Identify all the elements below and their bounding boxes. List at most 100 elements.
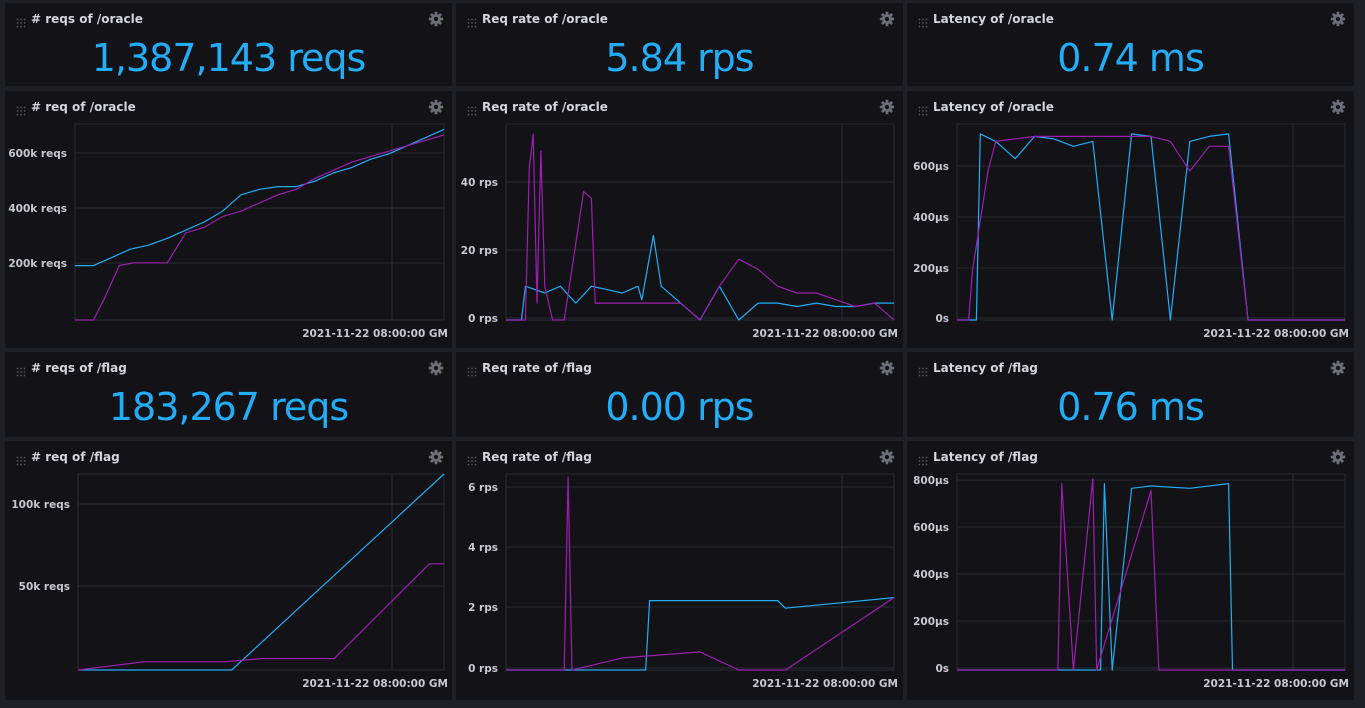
x-axis-label: 2021-11-22 08:00:00 GM: [1203, 328, 1349, 340]
y-tick-label: 200k reqs: [8, 258, 67, 270]
stat-value: 0.74 ms: [1057, 36, 1205, 80]
gear-icon[interactable]: [879, 11, 895, 27]
stat-panel-oracle-reqs: # reqs of /oracle 1,387,143 reqs: [5, 3, 452, 86]
panel-title: Req rate of /flag: [482, 450, 592, 464]
panel-title: # req of /flag: [31, 450, 120, 464]
gear-icon[interactable]: [1330, 449, 1346, 465]
y-tick-label: 100k reqs: [11, 499, 70, 511]
panel-title: Latency of /flag: [933, 450, 1038, 464]
gear-icon[interactable]: [1330, 11, 1346, 27]
y-tick-label: 0 rps: [468, 663, 498, 675]
x-axis-label: 2021-11-22 08:00:00 GM: [302, 328, 448, 340]
drag-handle-icon[interactable]: [918, 451, 928, 466]
stat-value: 5.84 rps: [605, 36, 754, 80]
stat-panel-oracle-latency: Latency of /oracle 0.74 ms: [907, 3, 1354, 86]
stat-panel-flag-rate: Req rate of /flag 0.00 rps: [456, 352, 903, 437]
line-chart: 600µs 400µs 200µs 0s 2021-11-22 08:00:00 GM: [913, 123, 1349, 340]
y-tick-label: 400µs: [913, 212, 949, 224]
plot-frame: [956, 473, 1346, 671]
y-tick-label: 600µs: [913, 522, 949, 534]
stat-value: 0.00 rps: [605, 385, 754, 429]
y-tick-label: 40 rps: [461, 177, 498, 189]
panel-title: # reqs of /flag: [31, 361, 127, 375]
y-tick-label: 200µs: [913, 263, 949, 275]
drag-handle-icon[interactable]: [16, 451, 26, 466]
drag-handle-icon[interactable]: [918, 13, 928, 28]
drag-handle-icon[interactable]: [16, 101, 26, 116]
gear-icon[interactable]: [428, 360, 444, 376]
panel-title: Req rate of /flag: [482, 361, 592, 375]
gear-icon[interactable]: [428, 11, 444, 27]
line-chart: 40 rps 20 rps 0 rps 2021-11-22 08:00:00 GM: [461, 123, 898, 340]
x-axis-label: 2021-11-22 08:00:00 GM: [302, 678, 448, 690]
series-line-1: [506, 234, 894, 321]
y-tick-label: 400k reqs: [8, 203, 67, 215]
line-chart: 800µs 600µs 400µs 200µs 0s 2021-11-22 08:00:0…: [913, 473, 1349, 690]
drag-handle-icon[interactable]: [16, 13, 26, 28]
gear-icon[interactable]: [879, 449, 895, 465]
y-tick-label: 0 rps: [468, 313, 498, 325]
drag-handle-icon[interactable]: [467, 13, 477, 28]
stat-value: 183,267 reqs: [108, 385, 349, 429]
line-chart: 600k reqs 400k reqs 200k reqs 2021-11-22 08…: [8, 123, 448, 340]
series-line-2: [506, 476, 895, 671]
y-tick-label: 400µs: [913, 569, 949, 581]
gear-icon[interactable]: [1330, 360, 1346, 376]
drag-handle-icon[interactable]: [918, 362, 928, 377]
series-line-1: [78, 473, 445, 671]
x-axis-label: 2021-11-22 08:00:00 GM: [1203, 678, 1349, 690]
gear-icon[interactable]: [428, 449, 444, 465]
series-line-1: [957, 482, 1345, 671]
graph-panel-flag-rate: Req rate of /flag 6 rps 4 rps 2 rps 0 rps 20…: [456, 441, 903, 700]
panel-title: Latency of /flag: [933, 361, 1038, 375]
stat-panel-flag-reqs: # reqs of /flag 183,267 reqs: [5, 352, 452, 437]
graph-panel-oracle-reqs: # req of /oracle 600k reqs 400k reqs 200k …: [5, 91, 452, 348]
series-line-2: [957, 135, 1345, 321]
drag-handle-icon[interactable]: [467, 362, 477, 377]
y-tick-label: 6 rps: [468, 482, 498, 494]
y-tick-label: 600k reqs: [8, 148, 67, 160]
panel-title: # reqs of /oracle: [31, 12, 143, 26]
series-line-1: [957, 133, 1345, 321]
panel-title: Latency of /oracle: [933, 12, 1054, 26]
stat-value: 1,387,143 reqs: [91, 36, 367, 80]
stat-panel-flag-latency: Latency of /flag 0.76 ms: [907, 352, 1354, 437]
y-tick-label: 200µs: [913, 616, 949, 628]
series-line-2: [506, 133, 895, 321]
series-line-2: [75, 134, 445, 321]
drag-handle-icon[interactable]: [16, 362, 26, 377]
line-chart: 100k reqs 50k reqs 2021-11-22 08:00:00 GM: [11, 473, 448, 690]
graph-panel-flag-reqs: # req of /flag 100k reqs 50k reqs 2021-11-…: [5, 441, 452, 700]
series-line-2: [957, 478, 1345, 671]
series-line-1: [506, 597, 895, 671]
stat-value: 0.76 ms: [1057, 385, 1205, 429]
drag-handle-icon[interactable]: [467, 451, 477, 466]
plot-frame: [956, 123, 1346, 321]
stat-panel-oracle-rate: Req rate of /oracle 5.84 rps: [456, 3, 903, 86]
line-chart: 6 rps 4 rps 2 rps 0 rps 2021-11-22 08:00:00 …: [468, 473, 898, 690]
gear-icon[interactable]: [428, 99, 444, 115]
gear-icon[interactable]: [879, 360, 895, 376]
x-axis-label: 2021-11-22 08:00:00 GM: [752, 678, 898, 690]
panel-title: Req rate of /oracle: [482, 12, 608, 26]
y-tick-label: 4 rps: [468, 542, 498, 554]
drag-handle-icon[interactable]: [467, 101, 477, 116]
plot-frame: [505, 473, 895, 671]
y-tick-label: 2 rps: [468, 602, 498, 614]
panel-title: Req rate of /oracle: [482, 100, 608, 114]
y-tick-label: 50k reqs: [19, 581, 70, 593]
panel-title: # req of /oracle: [31, 100, 136, 114]
plot-frame: [74, 123, 445, 321]
series-line-2: [77, 563, 444, 671]
y-tick-label: 0s: [935, 663, 949, 675]
y-tick-label: 600µs: [913, 161, 949, 173]
y-tick-label: 0s: [935, 313, 949, 325]
y-tick-label: 800µs: [913, 475, 949, 487]
y-tick-label: 20 rps: [461, 245, 498, 257]
x-axis-label: 2021-11-22 08:00:00 GM: [752, 328, 898, 340]
series-line-1: [75, 128, 445, 267]
gear-icon[interactable]: [879, 99, 895, 115]
drag-handle-icon[interactable]: [918, 101, 928, 116]
graph-panel-oracle-latency: Latency of /oracle 600µs 400µs 200µs 0s 2021…: [907, 91, 1354, 348]
gear-icon[interactable]: [1330, 99, 1346, 115]
